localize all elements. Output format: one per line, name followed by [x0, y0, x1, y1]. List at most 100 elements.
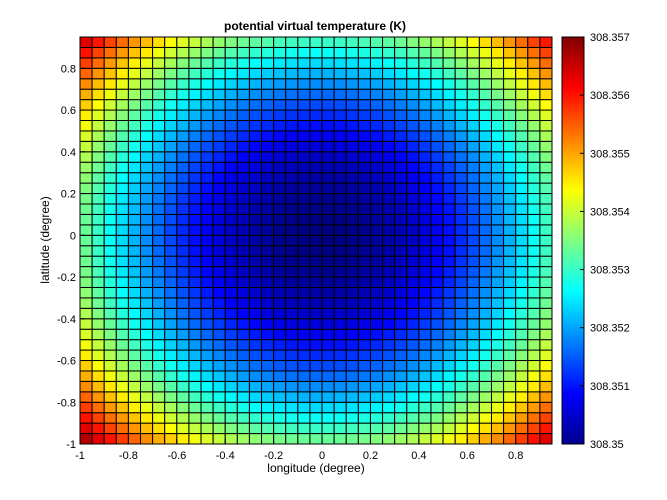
heatmap-cell [333, 130, 347, 142]
heatmap-cell [176, 213, 190, 226]
heatmap-cell [103, 193, 117, 205]
heatmap-cell [236, 433, 250, 445]
heatmap-cell [478, 307, 492, 320]
heatmap-cell [297, 318, 311, 330]
heatmap-cell [273, 67, 287, 80]
heatmap-cell [539, 391, 553, 403]
heatmap-cell [406, 99, 420, 111]
heatmap-cell [115, 224, 129, 236]
heatmap-cell [515, 286, 529, 299]
heatmap-cell [297, 255, 311, 268]
heatmap-cell [430, 130, 444, 142]
heatmap-cell [466, 109, 480, 121]
heatmap-cell [454, 67, 468, 80]
heatmap-cell [152, 109, 166, 121]
heatmap-cell [103, 99, 117, 111]
heatmap-cell [103, 57, 117, 69]
heatmap-cell [79, 224, 93, 236]
heatmap-cell [442, 193, 456, 205]
heatmap-cell [527, 234, 541, 247]
heatmap-cell [345, 234, 359, 247]
heatmap-cell [188, 99, 202, 111]
heatmap-cell [103, 213, 117, 226]
heatmap-cell [103, 172, 117, 184]
heatmap-cell [345, 433, 359, 445]
heatmap-cell [200, 203, 214, 215]
heatmap-cell [115, 119, 129, 132]
heatmap-cell [527, 57, 541, 69]
heatmap-cell [345, 391, 359, 403]
heatmap-cell [115, 140, 129, 153]
heatmap-cell [103, 119, 117, 132]
heatmap-cell [490, 380, 505, 393]
heatmap-cell [394, 297, 408, 309]
heatmap-cell [454, 99, 468, 111]
heatmap-cell [466, 266, 480, 278]
heatmap-cell [188, 161, 202, 174]
heatmap-cell [236, 307, 250, 320]
heatmap-cell [248, 193, 263, 205]
heatmap-cell [321, 433, 335, 445]
heatmap-cell [224, 339, 238, 351]
heatmap-cell [285, 203, 299, 215]
heatmap-cell [466, 339, 480, 351]
heatmap-cell [490, 328, 505, 341]
heatmap-cell [490, 276, 505, 288]
heatmap-cell [236, 109, 250, 121]
heatmap-cell [394, 88, 408, 101]
heatmap-cell [430, 349, 444, 362]
heatmap-cell [345, 412, 359, 424]
heatmap-cell [212, 412, 226, 424]
heatmap-cell [224, 433, 238, 445]
heatmap-cell [345, 224, 359, 236]
heatmap-cell [224, 276, 238, 288]
heatmap-cell [309, 193, 323, 205]
heatmap-cell [176, 412, 190, 424]
heatmap-cell [176, 46, 190, 59]
heatmap-cell [394, 161, 408, 174]
heatmap-cell [79, 412, 93, 424]
heatmap-cell [503, 213, 517, 226]
heatmap-cell [140, 370, 154, 382]
heatmap-cell [261, 46, 275, 59]
heatmap-cell [115, 422, 129, 435]
heatmap-cell [273, 140, 287, 153]
heatmap-cell [273, 88, 287, 101]
heatmap-cell [454, 422, 468, 435]
heatmap-cell [430, 172, 444, 184]
heatmap-cell [297, 36, 311, 48]
heatmap-cell [115, 109, 129, 121]
heatmap-cell [152, 401, 166, 414]
heatmap-cell [442, 276, 456, 288]
heatmap-cell [103, 380, 117, 393]
heatmap-cell [442, 224, 456, 236]
heatmap-cell [248, 119, 263, 132]
heatmap-cell [478, 140, 492, 153]
heatmap-cell [140, 318, 154, 330]
heatmap-cell [261, 234, 275, 247]
heatmap-cell [79, 119, 93, 132]
heatmap-cell [527, 119, 541, 132]
heatmap-cell [188, 203, 202, 215]
heatmap-cell [503, 422, 517, 435]
heatmap-cell [188, 224, 202, 236]
heatmap-cell [176, 203, 190, 215]
heatmap-cell [369, 328, 384, 341]
heatmap-cell [127, 339, 142, 351]
heatmap-cell [152, 78, 166, 90]
heatmap-cell [406, 276, 420, 288]
heatmap-cell [103, 307, 117, 320]
heatmap-cell [503, 203, 517, 215]
heatmap-cell [212, 151, 226, 163]
heatmap-cell [490, 286, 505, 299]
heatmap-cell [176, 318, 190, 330]
heatmap-cell [115, 234, 129, 247]
heatmap-cell [115, 391, 129, 403]
heatmap-cell [442, 318, 456, 330]
heatmap-cell [285, 286, 299, 299]
heatmap-cell [188, 339, 202, 351]
heatmap-cell [406, 213, 420, 226]
heatmap-cell [79, 193, 93, 205]
heatmap-cell [333, 412, 347, 424]
heatmap-cell [466, 57, 480, 69]
